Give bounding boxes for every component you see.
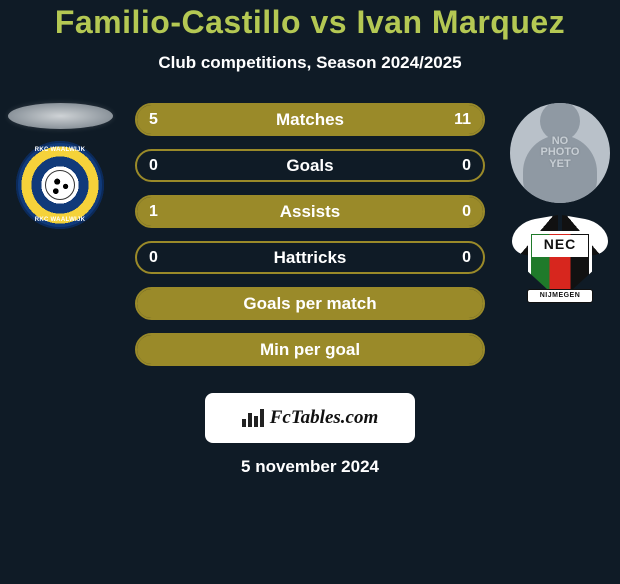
left-player-photo (8, 103, 113, 129)
stat-value-right: 0 (462, 157, 471, 175)
fctables-logo-icon (242, 409, 264, 427)
stat-value-right: 0 (462, 203, 471, 221)
right-player-column: NOPHOTOYET NEC NIJMEGEN (500, 103, 620, 305)
stat-label: Matches (276, 110, 344, 130)
vs-separator: vs (301, 4, 356, 40)
fctables-text: FcTables.com (270, 407, 379, 429)
stat-value-left: 0 (149, 249, 158, 267)
stat-label: Goals per match (243, 294, 376, 314)
stat-bar-matches: 5 Matches 11 (135, 103, 485, 136)
stat-value-right: 11 (454, 111, 471, 129)
fctables-brand: FcTables.com (205, 393, 415, 443)
page-title: Familio-Castillo vs Ivan Marquez (0, 4, 620, 41)
no-photo-text: NOPHOTOYET (541, 136, 580, 171)
stat-label: Goals (286, 156, 333, 176)
right-player-photo-placeholder: NOPHOTOYET (510, 103, 610, 203)
player-right-name: Ivan Marquez (356, 4, 565, 40)
comparison-content: 5 Matches 11 0 Goals 0 1 Assists 0 0 Hat… (0, 103, 620, 383)
nec-text: NEC (528, 236, 592, 252)
stat-bar-goals: 0 Goals 0 (135, 149, 485, 182)
nec-banner: NIJMEGEN (527, 289, 593, 303)
stat-bar-hattricks: 0 Hattricks 0 (135, 241, 485, 274)
footer-date: 5 november 2024 (0, 457, 620, 477)
stat-label: Hattricks (274, 248, 347, 268)
stat-value-left: 0 (149, 157, 158, 175)
stat-value-left: 1 (149, 203, 158, 221)
player-left-name: Familio-Castillo (55, 4, 301, 40)
stat-bar-goals-per-match: Goals per match (135, 287, 485, 320)
subtitle: Club competitions, Season 2024/2025 (0, 53, 620, 73)
nec-nijmegen-badge: NEC NIJMEGEN (512, 219, 608, 305)
stat-value-left: 5 (149, 111, 158, 129)
stat-label: Assists (280, 202, 340, 222)
stat-label: Min per goal (260, 340, 360, 360)
rkc-waalwijk-badge (16, 141, 104, 229)
soccer-ball-icon (45, 170, 75, 200)
stat-bar-assists: 1 Assists 0 (135, 195, 485, 228)
stats-bars: 5 Matches 11 0 Goals 0 1 Assists 0 0 Hat… (135, 103, 485, 366)
stat-value-right: 0 (462, 249, 471, 267)
stat-bar-min-per-goal: Min per goal (135, 333, 485, 366)
left-player-column (0, 103, 120, 229)
